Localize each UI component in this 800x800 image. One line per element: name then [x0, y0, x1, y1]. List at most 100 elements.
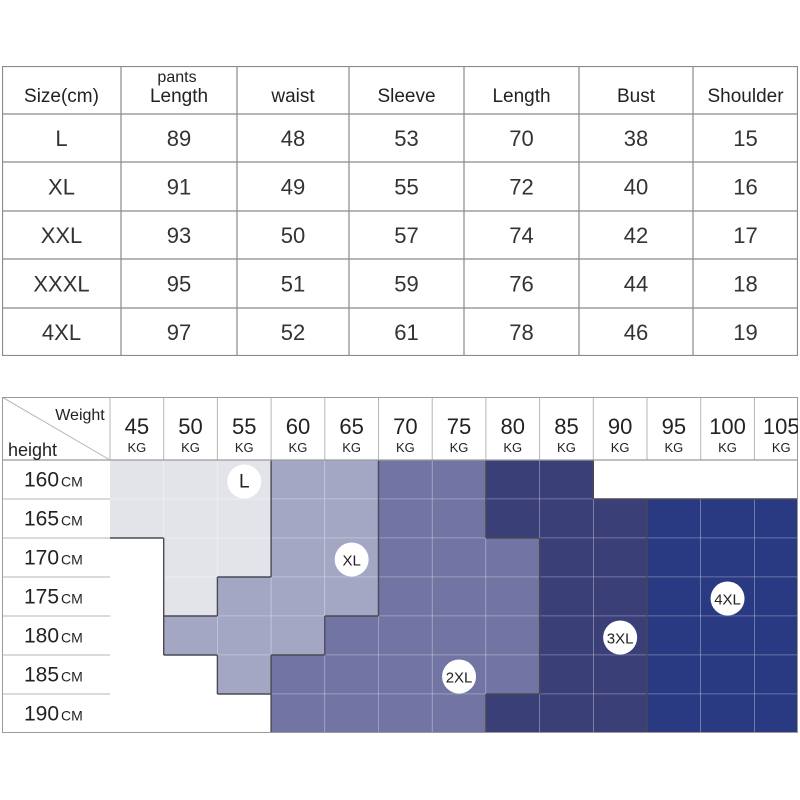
table-size-label: XL [48, 175, 75, 200]
y-tick-unit: CM [61, 630, 83, 646]
y-tick-value: 165 [24, 508, 59, 531]
chart-cell [270, 654, 326, 695]
size-fit-chart: Weightheight45KG50KG55KG60KG65KG70KG75KG… [2, 397, 798, 733]
chart-cell [109, 576, 165, 617]
table-size-label: XXL [41, 223, 83, 248]
chart-cell [700, 459, 755, 500]
chart-cell [217, 693, 272, 733]
table-header-top-cell: pants [157, 69, 196, 86]
chart-cell [646, 459, 702, 500]
chart-cell [378, 459, 433, 500]
table-cell: 44 [624, 272, 648, 297]
corner-weight-label: Weight [55, 407, 105, 424]
corner-height-label: height [8, 440, 57, 460]
chart-cell [324, 615, 379, 656]
chart-cell [324, 459, 379, 500]
table-cell: 59 [394, 272, 418, 297]
chart-cell [163, 693, 218, 733]
table-cell: 15 [733, 126, 757, 151]
y-tick-unit: CM [61, 513, 83, 529]
table-cell: 95 [167, 272, 191, 297]
chart-cell [485, 537, 540, 578]
table-cell: 89 [167, 126, 191, 151]
table-cell: 76 [509, 272, 533, 297]
table-cell: 52 [281, 320, 305, 345]
chart-cell [431, 537, 487, 578]
size-badge [334, 542, 369, 577]
chart-cell [378, 693, 433, 733]
chart-cell [431, 459, 487, 500]
x-tick-unit: KG [342, 440, 361, 455]
x-tick-label: 55 [232, 414, 256, 439]
size-badge [442, 659, 477, 694]
chart-cell [485, 498, 540, 539]
table-cell: 91 [167, 175, 191, 200]
chart-cell [646, 693, 702, 733]
y-tick-value: 175 [24, 586, 59, 609]
x-tick-label: 70 [393, 414, 417, 439]
chart-cell [378, 576, 433, 617]
chart-cell [754, 459, 798, 500]
y-tick-label: 175 CM [24, 586, 83, 609]
table-cell: 72 [509, 175, 533, 200]
chart-cell [592, 654, 648, 695]
chart-cell [646, 654, 702, 695]
table-header-cell: Sleeve [377, 86, 435, 107]
chart-cell [163, 654, 218, 695]
table-cell: 70 [509, 126, 533, 151]
table-cell: 97 [167, 320, 191, 345]
chart-cell [592, 537, 648, 578]
x-tick-label: 60 [286, 414, 310, 439]
x-tick-label: 105 [763, 414, 798, 439]
chart-cell [700, 537, 755, 578]
chart-cell [217, 537, 272, 578]
x-tick-unit: KG [450, 440, 469, 455]
x-tick-unit: KG [181, 440, 200, 455]
size-badge [603, 620, 638, 655]
table-header-cell: Length [492, 86, 550, 107]
table-cell: 61 [394, 320, 418, 345]
table-cell: 57 [394, 223, 418, 248]
x-tick-label: 95 [662, 414, 686, 439]
table-cell: 51 [281, 272, 305, 297]
chart-cell [700, 498, 755, 539]
size-badge-label: XL [342, 553, 360, 570]
y-tick-value: 185 [24, 664, 59, 687]
x-tick-unit: KG [235, 440, 254, 455]
chart-cell [324, 693, 379, 733]
x-tick-unit: KG [127, 440, 146, 455]
chart-cell [270, 537, 326, 578]
x-tick-label: 85 [554, 414, 578, 439]
x-tick-unit: KG [611, 440, 630, 455]
table-cell: 19 [733, 320, 757, 345]
y-tick-label: 160 CM [24, 469, 83, 492]
chart-cell [163, 576, 218, 617]
y-tick-label: 165 CM [24, 508, 83, 531]
y-tick-label: 170 CM [24, 547, 83, 570]
y-tick-value: 180 [24, 625, 59, 648]
chart-cell [754, 576, 798, 617]
chart-cell [431, 615, 487, 656]
chart-cell [270, 498, 326, 539]
x-tick-label: 50 [178, 414, 202, 439]
chart-cell [109, 654, 165, 695]
y-tick-value: 160 [24, 469, 59, 492]
x-tick-label: 90 [608, 414, 632, 439]
chart-cell [270, 615, 326, 656]
x-tick-unit: KG [664, 440, 683, 455]
y-tick-value: 170 [24, 547, 59, 570]
table-cell: 50 [281, 223, 305, 248]
table-cell: 16 [733, 175, 757, 200]
chart-cell [754, 615, 798, 656]
chart-cell [700, 654, 755, 695]
chart-cell [163, 498, 218, 539]
y-tick-label: 180 CM [24, 625, 83, 648]
x-tick-unit: KG [557, 440, 576, 455]
table-cell: 53 [394, 126, 418, 151]
y-tick-unit: CM [61, 708, 83, 724]
table-header-cell: Bust [617, 86, 656, 107]
size-badge-label: 2XL [446, 670, 473, 687]
x-tick-unit: KG [289, 440, 308, 455]
table-cell: 17 [733, 223, 757, 248]
chart-cell [539, 615, 594, 656]
